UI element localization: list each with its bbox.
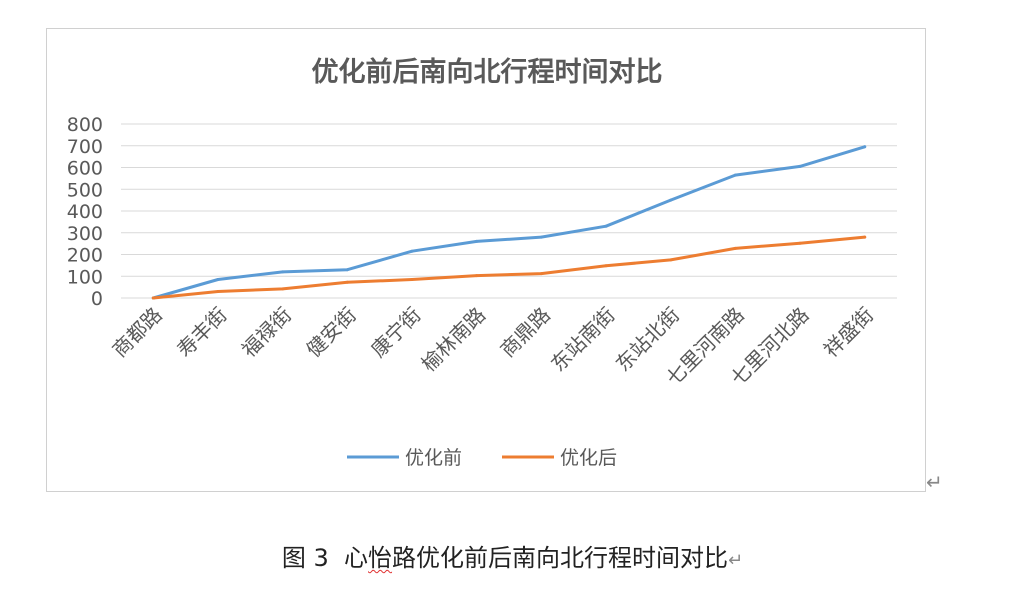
data-point (669, 198, 673, 202)
data-point (863, 145, 867, 149)
x-tick-label: 商都路 (107, 303, 166, 362)
y-tick-label: 500 (67, 179, 103, 201)
data-point (604, 264, 608, 268)
data-point (733, 173, 737, 177)
data-point (733, 246, 737, 250)
y-tick-label: 300 (67, 223, 103, 245)
data-point (151, 296, 155, 300)
data-point (410, 278, 414, 281)
caption-figure-label: 图 3 (281, 544, 329, 572)
y-tick-label: 400 (67, 201, 103, 223)
legend: 优化前 优化后 (347, 447, 617, 469)
data-point (281, 287, 285, 291)
data-point (669, 258, 673, 262)
data-point (216, 278, 220, 281)
grid (121, 123, 897, 299)
x-tick-label: 祥盛街 (819, 303, 878, 362)
y-tick-label: 700 (67, 136, 103, 158)
data-point (539, 235, 543, 239)
y-tick-label: 200 (67, 245, 103, 267)
data-point (475, 274, 479, 278)
x-tick-label: 康宁街 (366, 303, 425, 362)
legend-label: 优化前 (405, 447, 462, 469)
caption-text-start: 心 (344, 544, 369, 572)
data-point (345, 268, 349, 272)
chart-frame: 优化前后南向北行程时间对比 0 100 200 300 400 500 600 700 800 … (46, 28, 926, 492)
caption-text-rest: 路优化前后南向北行程时间对比 (392, 544, 729, 572)
data-point (475, 239, 479, 243)
series-line-2 (151, 235, 867, 300)
x-tick-label: 东站南街 (546, 303, 620, 377)
chart-title: 优化前后南向北行程时间对比 (312, 56, 663, 88)
y-tick-label: 600 (67, 158, 103, 180)
chart: 优化前后南向北行程时间对比 0100200300400500600700800 … (67, 56, 897, 469)
x-tick-label: 福禄街 (237, 303, 296, 362)
data-point (798, 164, 802, 168)
series-line-1 (151, 145, 867, 300)
x-tick-label: 健安街 (301, 303, 360, 362)
paragraph-mark: ↵ (926, 470, 943, 494)
data-point (539, 272, 543, 276)
y-tick-label: 100 (67, 266, 103, 288)
data-point (216, 290, 220, 293)
y-tick-label: 800 (67, 114, 103, 136)
data-point (410, 249, 414, 253)
figure-caption: 图 3 心怡路优化前后南向北行程时间对比↵ (0, 538, 1025, 573)
caption-spellcheck-word: 怡 (368, 544, 393, 572)
series-layer (151, 145, 867, 300)
data-point (604, 224, 608, 228)
data-point (345, 280, 349, 284)
legend-label: 优化后 (560, 447, 617, 469)
x-tick-label: 榆林南路 (417, 303, 491, 377)
data-point (863, 235, 867, 239)
data-point (798, 241, 802, 245)
x-tick-label: 寿丰街 (172, 303, 231, 362)
y-tick-label: 0 (91, 288, 103, 310)
data-point (281, 270, 285, 274)
caption-paragraph-mark: ↵ (728, 550, 744, 571)
x-tick-label: 商鼎路 (495, 303, 554, 362)
